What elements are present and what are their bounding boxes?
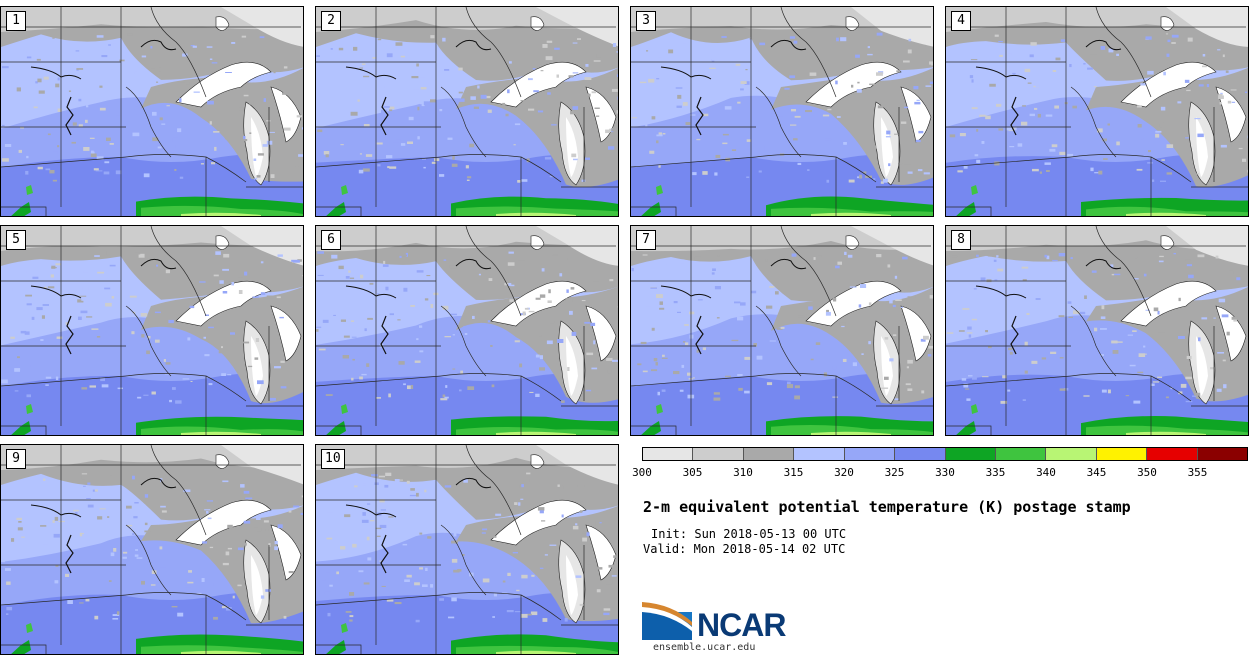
colorbar-tick-label: 310	[733, 466, 753, 479]
map	[316, 7, 618, 216]
panel-label: 1	[6, 11, 26, 31]
member-panel-6: 6	[315, 225, 619, 436]
panel-label: 8	[951, 230, 971, 250]
colorbar-segment	[793, 448, 844, 460]
map	[946, 7, 1248, 216]
colorbar-segment	[1146, 448, 1197, 460]
colorbar-segment	[742, 448, 794, 460]
member-panel-2: 2	[315, 6, 619, 217]
panel-label: 10	[321, 449, 345, 469]
member-panel-1: 1	[0, 6, 304, 217]
colorbar-tick-label: 315	[783, 466, 804, 479]
colorbar-segment	[1045, 448, 1096, 460]
ncar-logo-icon	[642, 602, 692, 640]
panel-label: 5	[6, 230, 26, 250]
colorbar-tick-label: 335	[985, 466, 1006, 479]
member-panel-5: 5	[0, 225, 304, 436]
colorbar-tick-label: 320	[834, 466, 854, 479]
colorbar-segment	[692, 448, 743, 460]
map	[316, 226, 618, 435]
colorbar-ticks: 300 305 310 315 320 325 330 335 340 345 350 355	[632, 466, 1248, 480]
logo-url: ensemble.ucar.edu	[653, 642, 756, 653]
map	[631, 7, 933, 216]
valid-time: Valid: Mon 2018-05-14 02 UTC	[643, 542, 846, 556]
map	[946, 226, 1248, 435]
colorbar-tick-label: 325	[884, 466, 905, 479]
colorbar-tick-label: 355	[1187, 466, 1208, 479]
panel-label: 7	[636, 230, 656, 250]
colorbar-segment	[643, 448, 693, 460]
map	[1, 226, 303, 435]
colorbar-tick-label: 345	[1086, 466, 1107, 479]
colorbar-tick-label: 350	[1137, 466, 1157, 479]
logo-text: NCAR	[697, 607, 786, 643]
member-panel-7: 7	[630, 225, 934, 436]
panel-label: 4	[951, 11, 971, 31]
panel-label: 9	[6, 449, 26, 469]
colorbar-segment	[843, 448, 895, 460]
colorbar-segment	[894, 448, 945, 460]
member-panel-9: 9	[0, 444, 304, 655]
init-time: Init: Sun 2018-05-13 00 UTC	[651, 527, 847, 541]
colorbar-tick-label: 330	[935, 466, 955, 479]
colorbar-tick-label: 340	[1036, 466, 1056, 479]
member-panel-10: 10	[315, 444, 619, 655]
colorbar-segment	[994, 448, 1046, 460]
colorbar-segment	[1095, 448, 1147, 460]
member-panel-4: 4	[945, 6, 1249, 217]
map	[316, 445, 618, 654]
map	[1, 7, 303, 216]
figure-title: 2-m equivalent potential temperature (K)…	[643, 498, 1131, 516]
colorbar-segment	[1196, 448, 1248, 460]
colorbar-segment	[944, 448, 995, 460]
map	[631, 226, 933, 435]
panel-label: 2	[321, 11, 341, 31]
member-panel-3: 3	[630, 6, 934, 217]
colorbar	[642, 447, 1248, 461]
panel-label: 6	[321, 230, 341, 250]
panel-label: 3	[636, 11, 656, 31]
map	[1, 445, 303, 654]
colorbar-tick-label: 300	[632, 466, 652, 479]
member-panel-8: 8	[945, 225, 1249, 436]
colorbar-tick-label: 305	[682, 466, 703, 479]
